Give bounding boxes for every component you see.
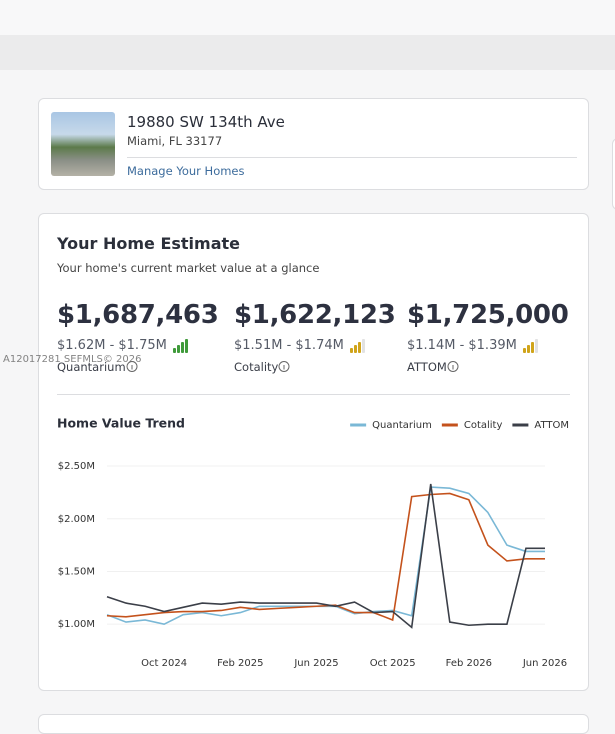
top-bar [0, 0, 615, 35]
signal-bar [354, 345, 357, 353]
estimate-value: $1,687,463 [57, 300, 219, 330]
x-tick-label: Jun 2025 [293, 658, 338, 669]
series-line [106, 483, 545, 629]
estimate-range: $1.14M - $1.39M [407, 338, 517, 353]
estimate-range: $1.51M - $1.74M [234, 338, 344, 353]
estimate-range: $1.62M - $1.75M [57, 338, 167, 353]
estimate-source: Quantarium [57, 360, 126, 374]
x-tick-label: Feb 2026 [446, 658, 492, 669]
city: Miami, FL 33177 [127, 134, 223, 148]
legend-label: Cotality [464, 420, 503, 431]
signal-bar [185, 339, 188, 353]
estimate-source: Cotality [234, 360, 279, 374]
signal-bar [358, 342, 361, 353]
x-tick-label: Jun 2026 [522, 658, 567, 669]
signal-bar [350, 348, 353, 353]
x-tick-label: Oct 2024 [141, 658, 187, 669]
x-tick-label: Oct 2025 [370, 658, 416, 669]
series-line [106, 492, 545, 622]
address: 19880 SW 134th Ave [127, 113, 285, 131]
signal-bar [523, 348, 526, 353]
estimate-subtitle: Your home's current market value at a gl… [57, 261, 320, 275]
estimate-title: Your Home Estimate [57, 234, 240, 253]
signal-bar [177, 345, 180, 353]
estimate-value: $1,725,000 [407, 300, 569, 330]
house-photo [51, 112, 115, 176]
watermark: A12017281 SEFMLS© 2026 [3, 354, 142, 365]
series-line [106, 486, 545, 626]
manage-link[interactable]: Manage Your Homes [127, 164, 245, 178]
y-tick-label: $1.00M [58, 619, 95, 630]
signal-bar [531, 342, 534, 353]
info-icon [126, 361, 138, 372]
signal-bar [173, 348, 176, 353]
signal-bar [362, 339, 365, 353]
y-tick-label: $1.50M [58, 566, 95, 577]
signal-bar [527, 345, 530, 353]
signal-bar [181, 342, 184, 353]
x-tick-label: Feb 2025 [217, 658, 263, 669]
legend-label: ATTOM [534, 420, 569, 431]
property-card: 19880 SW 134th Ave Miami, FL 33177 Manag… [38, 98, 589, 190]
y-tick-label: $2.50M [58, 461, 95, 472]
legend-label: Quantarium [372, 420, 432, 431]
info-icon [278, 361, 290, 372]
divider [127, 157, 577, 158]
y-tick-label: $2.00M [58, 514, 95, 525]
info-icon [447, 361, 459, 372]
divider [57, 394, 570, 395]
estimate-value: $1,622,123 [234, 300, 396, 330]
estimate-card: Your Home Estimate Your home's current m… [38, 213, 589, 691]
chart-title: Home Value Trend [57, 416, 185, 431]
nav-band [0, 35, 615, 70]
signal-bar [535, 339, 538, 353]
estimate-source: ATTOM [407, 360, 447, 374]
